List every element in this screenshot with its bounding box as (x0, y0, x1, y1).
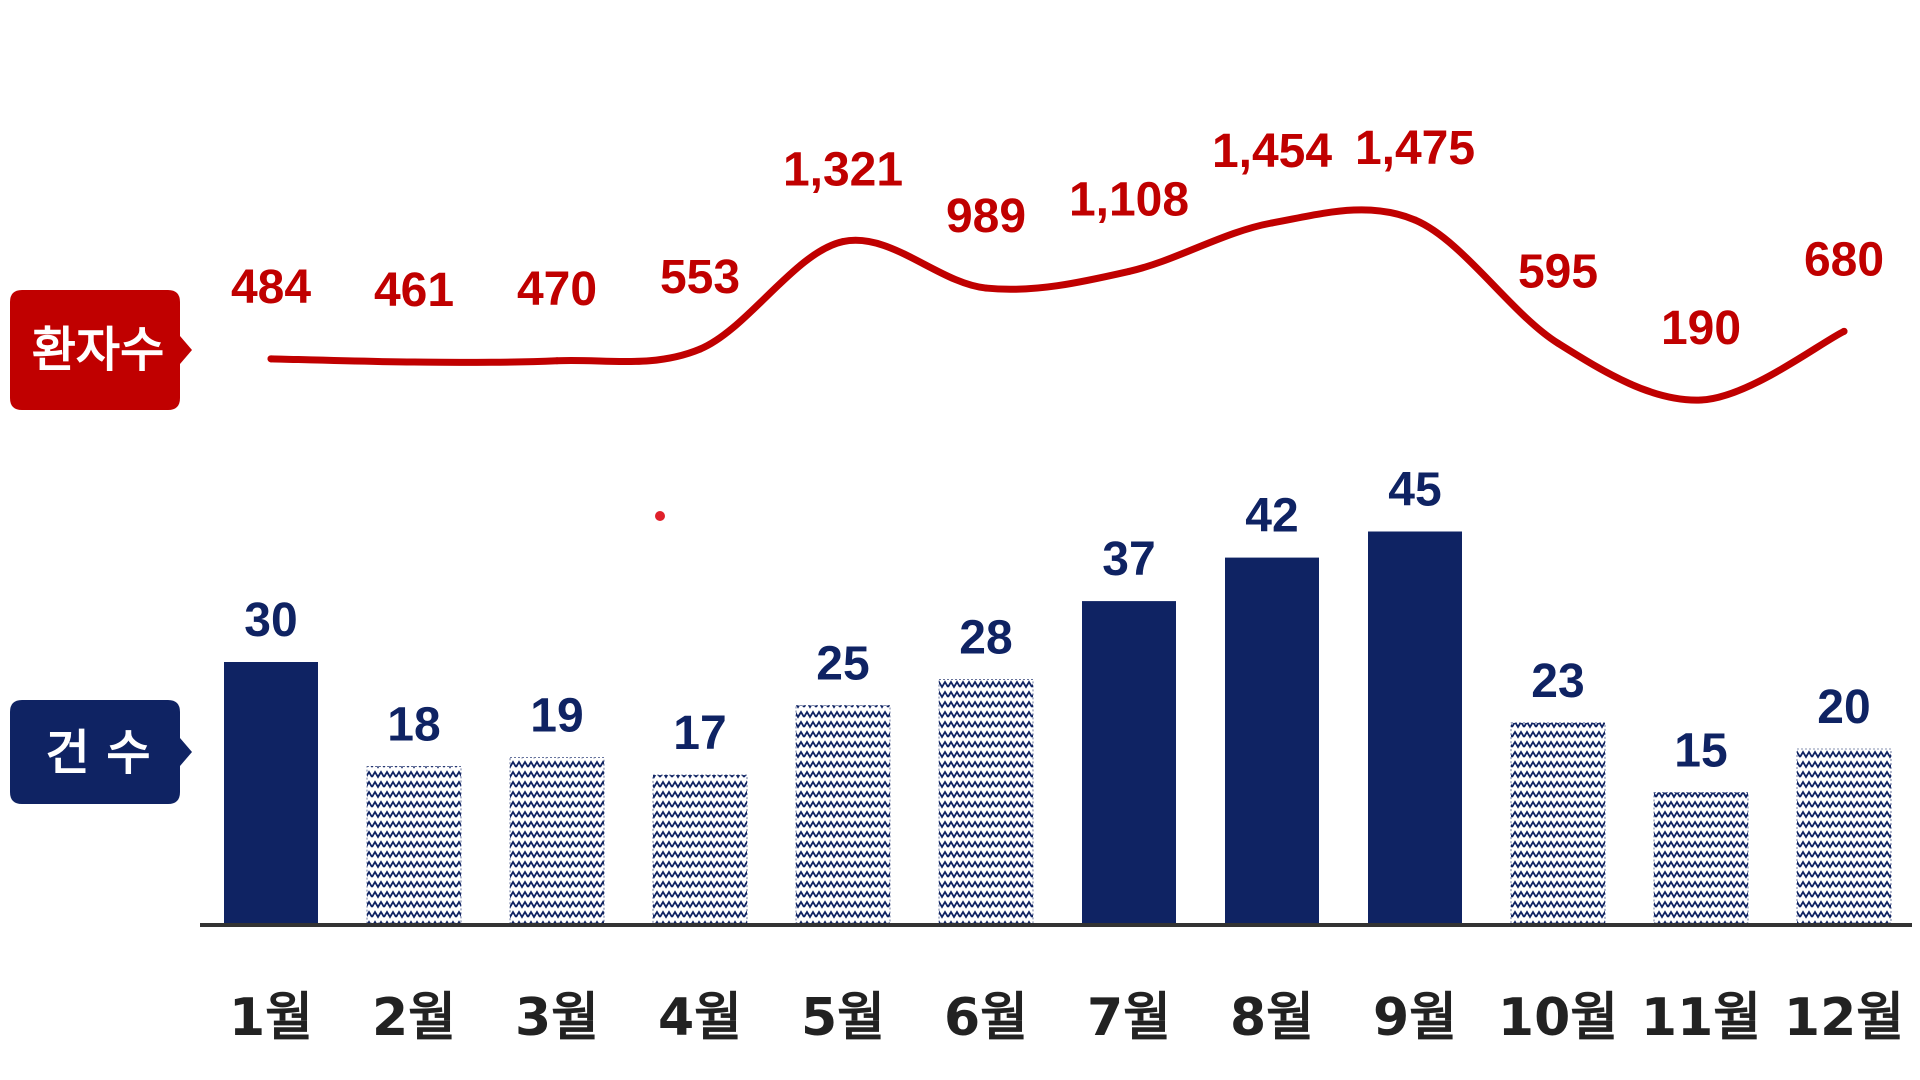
patients-point (839, 238, 847, 246)
x-tick-label: 10월 (1498, 988, 1618, 1048)
bar-value-label: 37 (1102, 533, 1155, 586)
patients-value-label: 680 (1804, 233, 1884, 286)
bar-12 (1796, 748, 1892, 924)
patients-tag-label: 환자수 (32, 322, 164, 378)
cases-tag: 건 수 (10, 700, 192, 804)
patients-point (982, 284, 990, 292)
patients-value-label: 1,108 (1069, 173, 1189, 226)
x-tick-label: 11월 (1641, 988, 1761, 1048)
patients-value-label: 1,454 (1212, 125, 1332, 178)
x-tick-label: 4월 (658, 988, 742, 1048)
bar-7 (1082, 601, 1176, 923)
line-labels-layer: 484 461 470 553 1,321 989 1,108 1,454 1,475 595 19… (231, 122, 1884, 355)
bar-8 (1225, 557, 1319, 923)
patients-point (1268, 219, 1276, 227)
bar-3 (509, 757, 605, 924)
bar-value-label: 18 (387, 698, 440, 751)
line-layer (267, 206, 1848, 404)
x-tick-label: 7월 (1087, 988, 1171, 1048)
patients-point (410, 358, 418, 366)
x-tick-label: 5월 (801, 988, 885, 1048)
bar-value-label: 25 (816, 638, 869, 691)
patients-point (267, 355, 275, 363)
bar-value-label: 42 (1245, 490, 1298, 543)
patients-point (696, 345, 704, 353)
patients-point (1554, 339, 1562, 347)
bar-1 (224, 662, 318, 923)
x-tick-label: 6월 (944, 988, 1028, 1048)
bar-11 (1653, 792, 1749, 924)
x-tick-label: 9월 (1373, 988, 1457, 1048)
x-tick-label: 1월 (229, 988, 313, 1048)
x-axis-labels: 1월 2월 3월 4월 5월 6월 7월 8월 9월 10월 11월 12월 (229, 988, 1904, 1048)
bar-labels-layer: 30 18 19 17 25 28 37 42 45 23 15 20 (244, 464, 1870, 778)
patients-tag: 환자수 (10, 290, 192, 410)
bar-value-label: 19 (530, 690, 583, 743)
patients-point (1697, 396, 1705, 404)
patients-point (1125, 267, 1133, 275)
bar-10 (1510, 722, 1606, 924)
patients-value-label: 553 (660, 251, 740, 304)
patients-line (267, 206, 1848, 404)
bars-layer (224, 531, 1892, 924)
patients-value-label: 595 (1518, 245, 1598, 298)
x-tick-label: 8월 (1230, 988, 1314, 1048)
patients-value-label: 484 (231, 261, 311, 314)
x-tick-label: 3월 (515, 988, 599, 1048)
patients-value-label: 1,321 (783, 144, 903, 197)
bar-5 (795, 705, 891, 924)
bar-value-label: 17 (673, 707, 726, 760)
bar-2 (366, 766, 462, 924)
bar-9 (1368, 531, 1462, 923)
patients-value-label: 1,475 (1355, 122, 1475, 175)
patients-tag-shape (10, 290, 192, 410)
bar-value-label: 15 (1674, 725, 1727, 778)
bar-4 (652, 774, 748, 924)
bar-6 (938, 679, 1034, 924)
patients-value-label: 461 (374, 264, 454, 317)
patients-value-label: 989 (946, 190, 1026, 243)
patients-point (553, 357, 561, 365)
bar-value-label: 45 (1388, 464, 1441, 517)
x-tick-label: 12월 (1784, 988, 1904, 1048)
bar-value-label: 30 (244, 594, 297, 647)
cases-tag-label: 건 수 (45, 725, 150, 781)
bar-value-label: 23 (1531, 655, 1584, 708)
x-tick-label: 2월 (372, 988, 456, 1048)
bar-value-label: 20 (1817, 681, 1870, 734)
cases-tag-shape (10, 700, 192, 804)
patients-value-label: 190 (1661, 302, 1741, 355)
patients-value-label: 470 (517, 263, 597, 316)
patients-point (1411, 216, 1419, 224)
decorative-dot (655, 511, 665, 521)
bar-value-label: 28 (959, 611, 1012, 664)
patients-point (1840, 327, 1848, 335)
